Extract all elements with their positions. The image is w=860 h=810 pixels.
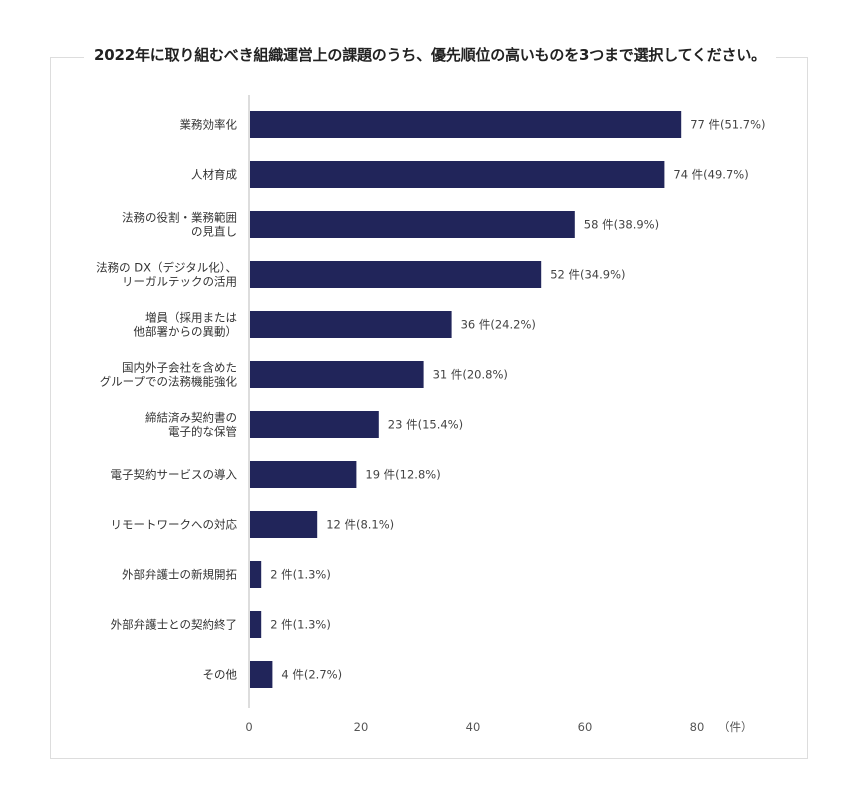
data-label: 4 件(2.7%): [281, 668, 342, 682]
data-label: 36 件(24.2%): [461, 318, 536, 332]
bar: [250, 261, 542, 288]
category-label: その他: [203, 668, 238, 682]
x-tick-label: 0: [245, 720, 252, 734]
bar: [250, 361, 424, 388]
category-label: 外部弁護士の新規開拓: [122, 568, 237, 582]
category-label: の見直し: [191, 225, 237, 239]
x-unit-label: （件）: [718, 720, 753, 734]
bar: [250, 561, 262, 588]
bar: [250, 611, 262, 638]
category-label: グループでの法務機能強化: [100, 375, 238, 389]
category-label: 締結済み契約書の: [145, 411, 237, 425]
x-tick-label: 40: [466, 720, 481, 734]
x-tick-label: 20: [354, 720, 369, 734]
category-label: 法務の DX（デジタル化）、: [96, 261, 237, 275]
bar: [250, 111, 682, 138]
category-label: 電子契約サービスの導入: [111, 468, 238, 482]
bar: [250, 461, 357, 488]
bar: [250, 211, 575, 238]
bar: [250, 661, 273, 688]
category-label: 増員（採用または: [145, 311, 237, 325]
category-label: 国内外子会社を含めた: [122, 361, 237, 375]
data-label: 2 件(1.3%): [270, 568, 331, 582]
chart-title: 2022年に取り組むべき組織運営上の課題のうち、優先順位の高いものを3つまで選択…: [0, 44, 860, 65]
data-label: 58 件(38.9%): [584, 218, 659, 232]
x-tick-label: 80: [690, 720, 705, 734]
data-label: 31 件(20.8%): [433, 368, 508, 382]
bar: [250, 311, 452, 338]
bar: [250, 161, 665, 188]
category-label: 電子的な保管: [168, 425, 237, 439]
data-label: 74 件(49.7%): [673, 168, 748, 182]
category-label: 他部署からの異動）: [134, 325, 238, 339]
data-label: 12 件(8.1%): [326, 518, 394, 532]
bar: [250, 511, 318, 538]
category-label: リーガルテックの活用: [122, 275, 237, 289]
bar: [250, 411, 379, 438]
category-label: 法務の役割・業務範囲: [122, 211, 237, 225]
data-label: 77 件(51.7%): [690, 118, 765, 132]
category-label: 業務効率化: [180, 118, 238, 132]
x-tick-label: 60: [578, 720, 593, 734]
data-label: 19 件(12.8%): [365, 468, 440, 482]
data-label: 52 件(34.9%): [550, 268, 625, 282]
data-label: 23 件(15.4%): [388, 418, 463, 432]
category-label: 人材育成: [191, 168, 237, 182]
category-label: 外部弁護士との契約終了: [111, 618, 237, 632]
category-label: リモートワークへの対応: [111, 518, 238, 532]
data-label: 2 件(1.3%): [270, 618, 331, 632]
